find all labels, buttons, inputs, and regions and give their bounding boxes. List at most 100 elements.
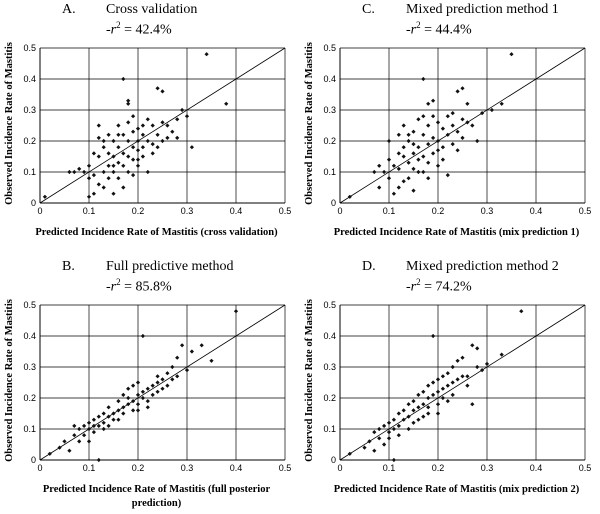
data-point	[116, 160, 121, 165]
data-point	[62, 439, 67, 444]
data-point	[372, 430, 377, 435]
data-point	[489, 107, 494, 113]
data-point	[86, 420, 92, 425]
data-point	[101, 420, 106, 425]
data-point	[416, 169, 421, 175]
chart-title: Mixed prediction method 2	[406, 259, 559, 274]
data-point	[411, 129, 416, 134]
data-point	[460, 135, 465, 140]
data-point	[126, 402, 131, 407]
data-point	[431, 98, 436, 103]
chart-panel-a: A. Cross validation -r2 = 42.4% 0 0.1 0.2 0.3 0…	[0, 0, 300, 257]
data-point	[165, 135, 170, 140]
data-point	[111, 154, 116, 159]
data-point	[82, 169, 87, 175]
data-point	[111, 169, 116, 175]
data-point	[140, 123, 145, 128]
data-point	[170, 377, 175, 382]
data-point	[435, 402, 441, 407]
data-point	[431, 114, 436, 119]
y-tick-label: 0.1	[323, 424, 336, 434]
data-point	[101, 138, 106, 144]
data-point	[150, 142, 155, 147]
data-point	[131, 145, 136, 150]
r-squared-exponent: 2	[116, 277, 121, 287]
data-point	[106, 405, 111, 410]
r-squared-value: = 85.8%	[120, 279, 172, 295]
data-point	[150, 123, 155, 128]
y-tick-label: 0.3	[23, 362, 36, 372]
data-point	[435, 389, 441, 394]
data-point	[435, 411, 441, 416]
x-tick-label: 0.4	[230, 463, 243, 473]
data-point	[86, 439, 92, 444]
data-point	[465, 120, 470, 125]
data-point	[377, 163, 382, 168]
data-point	[377, 426, 382, 432]
data-point	[426, 405, 431, 410]
data-point	[475, 364, 480, 370]
data-point	[91, 430, 96, 435]
x-tick-label: 0.5	[279, 206, 292, 216]
data-point	[96, 414, 101, 419]
data-point	[372, 169, 377, 175]
data-point	[126, 98, 131, 103]
y-axis-label: Observed Incidence Rate of Mastitis	[4, 42, 15, 205]
data-point	[391, 417, 396, 422]
data-point	[396, 185, 401, 190]
data-point	[131, 114, 136, 119]
data-point	[96, 457, 101, 463]
y-tick-label: 0	[31, 198, 36, 208]
r-squared-value: = 74.2%	[420, 279, 472, 295]
data-point	[450, 123, 455, 128]
data-point	[101, 145, 106, 150]
data-point	[145, 117, 150, 122]
data-point	[131, 157, 136, 162]
data-point	[86, 426, 92, 432]
data-point	[509, 52, 514, 57]
data-point	[135, 380, 141, 385]
r-squared-prefix: -r	[406, 22, 417, 38]
data-point	[455, 129, 460, 134]
data-point	[175, 135, 180, 140]
data-point	[435, 148, 441, 153]
data-point	[101, 169, 106, 175]
data-point	[431, 135, 436, 140]
data-point	[224, 101, 229, 106]
data-point	[106, 423, 111, 428]
data-point	[445, 132, 450, 137]
data-point	[445, 383, 450, 388]
r-squared-value: = 44.4%	[420, 22, 472, 38]
data-point	[57, 445, 62, 450]
r-squared-prefix: -r	[106, 279, 117, 295]
x-tick-label: 0.3	[181, 206, 194, 216]
data-point	[121, 411, 126, 416]
data-point	[401, 408, 406, 413]
x-tick-label: 0.4	[230, 206, 243, 216]
x-tick-label: 0.5	[279, 463, 292, 473]
data-point	[396, 151, 401, 156]
data-point	[121, 151, 126, 156]
y-tick-label: 0.3	[323, 105, 336, 115]
data-point	[91, 173, 96, 178]
y-tick-label: 0.1	[23, 424, 36, 434]
data-point	[140, 154, 145, 159]
data-point	[140, 333, 145, 339]
scatter-plot: 0 0.1 0.2 0.3 0.4 0.5 0 0.1 0.2 0.3 0.4 0.5 Observed…	[304, 299, 591, 495]
data-point	[180, 107, 185, 113]
data-point	[450, 380, 455, 385]
data-point	[131, 399, 136, 404]
data-point	[484, 361, 490, 366]
y-tick-label: 0.5	[323, 43, 336, 53]
scatter-plot: 0 0.1 0.2 0.3 0.4 0.5 0 0.1 0.2 0.3 0.4 0.5 Observed…	[4, 42, 292, 238]
data-point	[382, 442, 387, 447]
data-point	[126, 154, 131, 159]
data-point	[121, 163, 126, 168]
data-point	[67, 169, 72, 175]
data-point	[77, 426, 82, 432]
data-point	[91, 151, 96, 156]
y-tick-label: 0.2	[323, 393, 336, 403]
data-point	[111, 191, 116, 196]
data-point	[455, 148, 460, 153]
data-point	[406, 160, 411, 165]
